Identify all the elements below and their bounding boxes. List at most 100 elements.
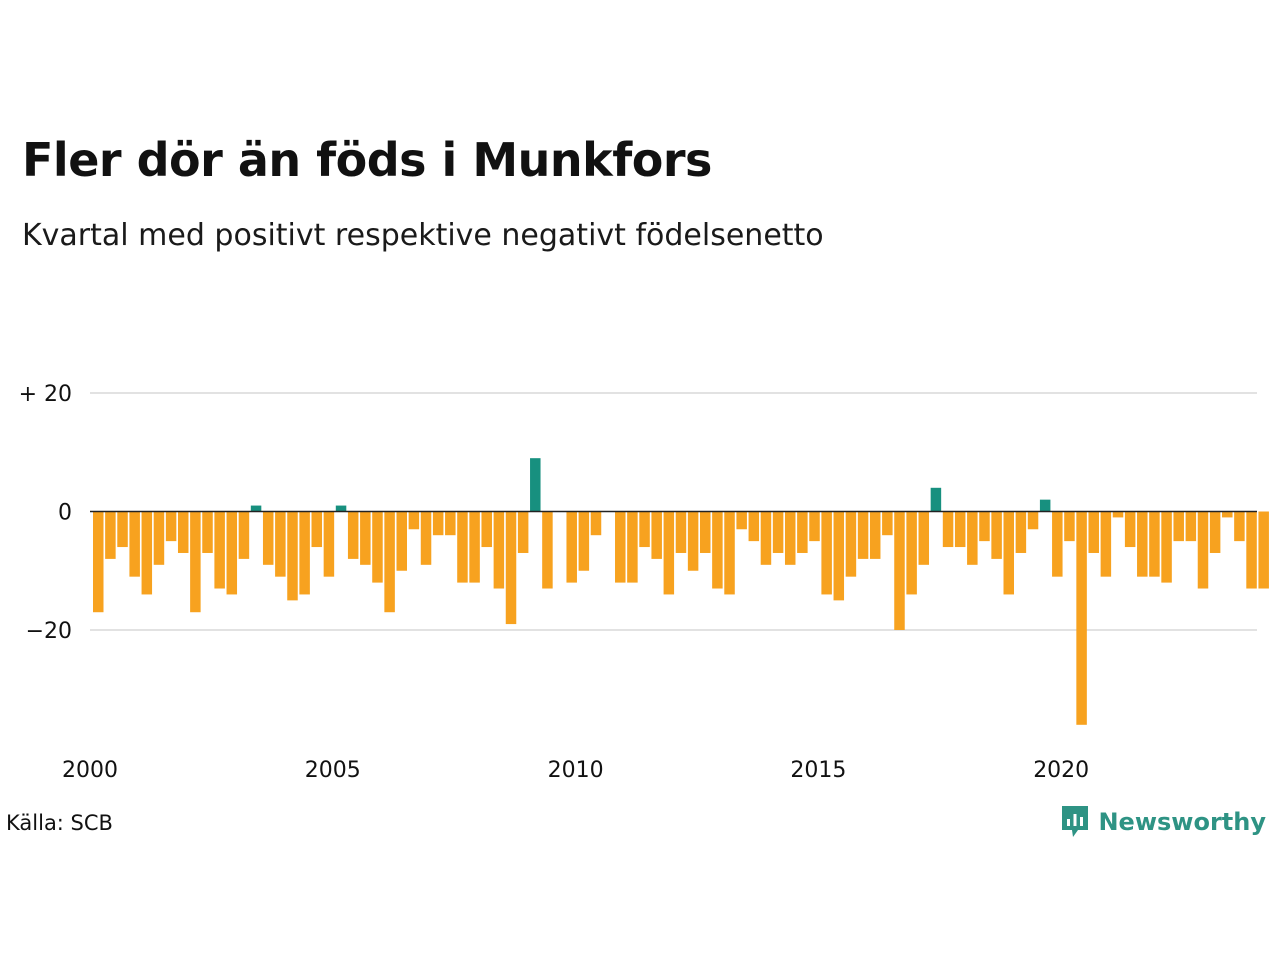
x-tick-label: 2020 [1033,758,1089,783]
bar-negative [639,511,650,548]
bar-negative [1222,511,1233,518]
bar-negative [117,511,128,548]
bar-negative [202,511,213,553]
bar-negative [165,511,177,542]
bar-negative [287,511,298,601]
bar-negative [967,511,978,565]
bar-negative [748,511,760,542]
bar-positive [930,487,942,512]
bar-negative [590,511,602,536]
bar-negative [663,511,675,595]
bar-negative [882,511,893,536]
bar-negative [396,511,407,571]
bar-negative [1234,511,1245,542]
bar-negative [141,511,153,595]
bar-negative [262,511,274,565]
bar-negative [979,511,990,542]
bar-negative [505,511,517,625]
bar-negative [760,511,772,565]
bar-negative [445,511,456,536]
bar-negative [1100,511,1112,577]
bar-negative [1015,511,1027,553]
bar-negative [772,511,784,553]
bar-negative [1124,511,1136,548]
bar-negative [906,511,917,595]
bar-negative [1003,511,1014,595]
bar-negative [129,511,140,577]
bar-negative [869,511,881,559]
bar-negative [481,511,492,548]
bar-negative [372,511,383,583]
bar-negative [1064,511,1075,542]
bar-positive [1039,499,1051,512]
bar-negative [954,511,966,548]
y-tick-label: 0 [58,501,72,526]
bar-negative [700,511,711,553]
bar-negative [420,511,432,565]
bar-negative [432,511,444,536]
bar-negative [578,511,590,571]
bar-negative [214,511,225,589]
bars [93,458,1269,725]
bar-negative [493,511,505,589]
bar-negative [1185,511,1197,542]
bar-negative [299,511,310,595]
bar-negative [566,511,577,583]
bar-negative [1246,511,1257,589]
chart-subtitle: Kvartal med positivt respektive negativt… [22,218,824,253]
bar-negative [323,511,335,577]
bar-negative [1209,511,1221,553]
bar-negative [542,511,553,589]
bar-negative [347,511,359,559]
axes: + 20 0 −20 2000 2005 2010 2015 2020 [19,382,1257,783]
bar-negative [942,511,954,548]
bar-negative [712,511,723,589]
bar-negative [408,511,420,530]
bar-negative [1052,511,1063,577]
newsworthy-logo: Newsworthy [1060,804,1266,840]
bar-negative [857,511,869,559]
bar-negative [1088,511,1099,553]
bar-negative [275,511,286,577]
bar-negative [517,511,529,553]
bar-negative [1027,511,1039,530]
bar-negative [991,511,1002,559]
bar-negative [469,511,480,583]
bar-negative [809,511,820,542]
bar-negative [821,511,832,595]
bar-negative [153,511,165,565]
bar-negative [687,511,699,571]
bar-negative [1076,511,1087,725]
bar-negative [93,511,104,613]
newsworthy-bar-chart-speech-bubble-icon [1062,806,1089,837]
gridlines [90,392,1257,631]
y-tick-label: + 20 [19,382,72,407]
bar-negative [627,511,638,583]
bar-negative [833,511,845,601]
bar-chart: + 20 0 −20 2000 2005 2010 2015 2020 [19,382,1269,783]
bar-negative [1161,511,1172,583]
bar-negative [651,511,662,559]
x-tick-label: 2010 [548,758,604,783]
bar-negative [736,511,747,530]
brand-name: Newsworthy [1098,808,1266,836]
bar-negative [1137,511,1148,577]
bar-negative [238,511,250,559]
source-label: Källa: SCB [6,811,113,835]
bar-negative [177,511,189,553]
bar-negative [1173,511,1184,542]
bar-negative [918,511,930,565]
x-tick-label: 2000 [62,758,118,783]
bar-positive [335,505,347,512]
bar-negative [384,511,395,613]
bar-negative [675,511,687,553]
bar-negative [894,511,905,630]
bar-negative [105,511,116,559]
y-tick-label: −20 [26,619,72,644]
bar-negative [457,511,468,583]
bar-negative [1258,511,1269,589]
bar-negative [311,511,323,548]
bar-negative [190,511,201,613]
bar-positive [250,505,262,512]
bar-negative [724,511,735,595]
